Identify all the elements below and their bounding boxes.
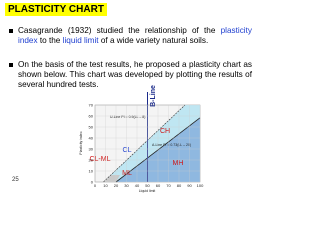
- text: On the basis of the test results, he pro…: [18, 60, 252, 89]
- y-tick-label: 70: [89, 102, 94, 107]
- x-tick-label: 60: [156, 183, 161, 188]
- highlight: plasticity index: [18, 26, 252, 45]
- a-line-label: A-Line PI = 0.73(LL – 20): [152, 143, 191, 147]
- text: of a wide variety natural soils.: [98, 36, 209, 45]
- y-axis-label: Plasticity index: [79, 131, 83, 154]
- region-above-a-line: [103, 105, 200, 182]
- highlight: liquid limit: [62, 36, 99, 45]
- u-line: [103, 104, 186, 183]
- slide-title: PLASTICITY CHART: [5, 3, 107, 16]
- x-tick-label: 50: [145, 183, 150, 188]
- y-tick-label: 0: [91, 179, 94, 184]
- bullet: Casagrande (1932) studied the relationsh…: [9, 26, 252, 46]
- b-line-label: B-Line: [150, 85, 157, 107]
- region-label: CH: [160, 128, 170, 135]
- bullet: On the basis of the test results, he pro…: [9, 60, 252, 90]
- x-tick-label: 0: [94, 183, 97, 188]
- region-label: CL: [123, 147, 132, 154]
- region-label: MH: [173, 160, 184, 167]
- x-tick-label: 80: [177, 183, 182, 188]
- x-tick-label: 30: [124, 183, 129, 188]
- x-tick-label: 20: [114, 183, 119, 188]
- y-tick-label: 60: [89, 113, 94, 118]
- region-label: CL-ML: [89, 156, 110, 163]
- u-line-label: U-Line PI = 0.9(LL – 8): [110, 115, 145, 119]
- plasticity-chart: B-Line U-Line PI = 0.9(LL – 8) A-Line PI…: [79, 85, 205, 193]
- x-tick-label: 100: [197, 183, 204, 188]
- y-tick-label: 40: [89, 135, 94, 140]
- region-label: ML: [122, 170, 132, 177]
- ticks: 0 10 20 30 40 50 60 70 0 10 20 30 40 50 60 70 80 90 100: [89, 102, 205, 188]
- x-tick-label: 70: [166, 183, 171, 188]
- x-tick-label: 10: [103, 183, 108, 188]
- text: to the: [37, 36, 63, 45]
- x-tick-label: 90: [187, 183, 192, 188]
- x-tick-label: 40: [135, 183, 140, 188]
- y-tick-label: 50: [89, 124, 94, 129]
- y-tick-label: 10: [89, 168, 94, 173]
- page-number: 25: [12, 177, 19, 183]
- y-tick-label: 20: [89, 157, 94, 162]
- slide: PLASTICITY CHART Casagrande (1932) studi…: [5, 3, 252, 193]
- text: Casagrande (1932) studied the relationsh…: [18, 26, 221, 35]
- x-axis-label: Liquid limit: [139, 189, 156, 193]
- y-tick-label: 30: [89, 146, 94, 151]
